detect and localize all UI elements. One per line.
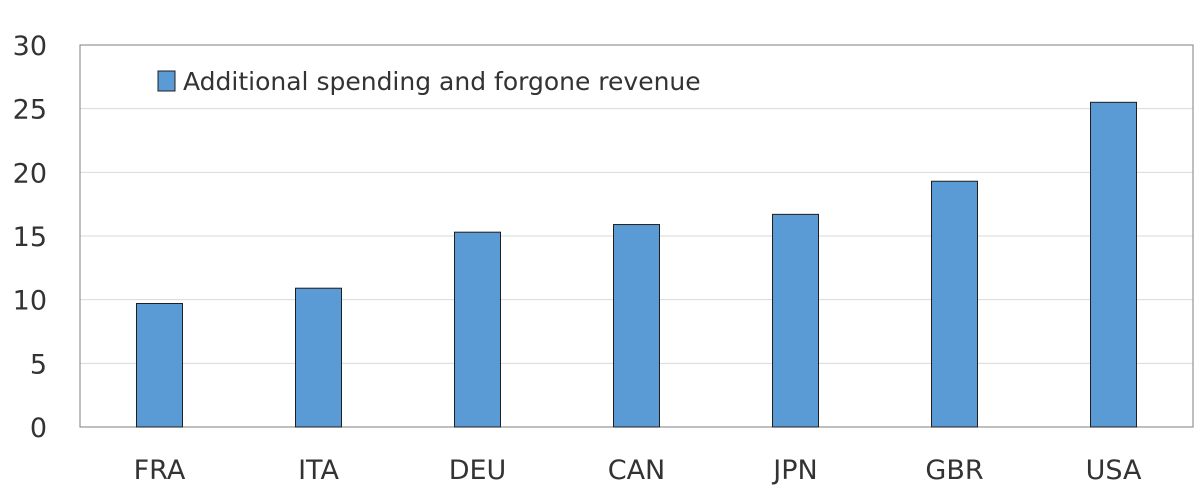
y-tick-label: 20: [13, 158, 47, 189]
bar-can: [613, 224, 660, 428]
legend-swatch: [157, 70, 176, 92]
bars: [136, 101, 1137, 428]
bar-jpn: [772, 213, 819, 428]
bar-usa: [1090, 101, 1137, 428]
bar-fra: [136, 302, 183, 428]
bar-gbr: [931, 180, 978, 428]
x-tick-label: CAN: [608, 455, 666, 486]
legend-label: Additional spending and forgone revenue: [183, 67, 701, 96]
x-tick-label: FRA: [134, 455, 186, 486]
bar-deu: [454, 231, 501, 428]
x-tick-label: ITA: [298, 455, 339, 486]
y-tick-label: 0: [30, 413, 47, 444]
y-tick-label: 10: [13, 286, 47, 317]
y-tick-label: 5: [30, 349, 47, 380]
y-tick-label: 25: [13, 95, 47, 126]
bar-ita: [295, 287, 342, 428]
y-tick-label: 15: [13, 222, 47, 253]
x-tick-label: USA: [1086, 455, 1142, 486]
y-axis-tick-labels: 0 5 10 15 20 25 30: [13, 31, 47, 444]
legend: Additional spending and forgone revenue: [157, 67, 701, 96]
y-tick-label: 30: [13, 31, 47, 62]
x-tick-label: JPN: [771, 455, 817, 486]
x-tick-label: DEU: [449, 455, 507, 486]
x-axis-tick-labels: FRA ITA DEU CAN JPN GBR USA: [134, 455, 1142, 486]
x-tick-label: GBR: [925, 455, 983, 486]
